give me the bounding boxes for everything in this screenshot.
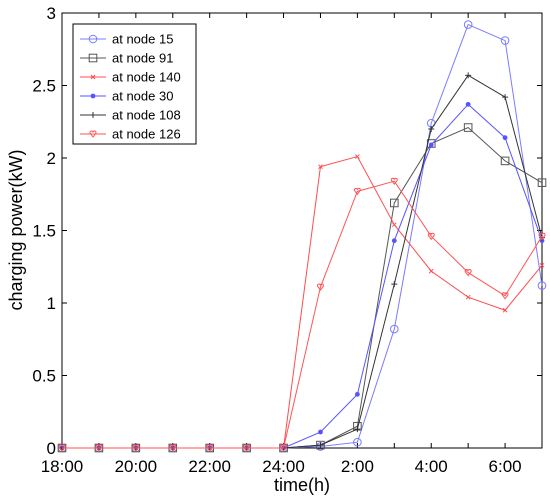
legend-item: at node 30 [80, 89, 173, 104]
y-tick-label: 2.5 [32, 77, 56, 96]
x-tick-label: 18:00 [41, 457, 84, 476]
data-point [463, 123, 473, 132]
y-tick-label: 0 [47, 439, 56, 458]
legend-label: at node 140 [112, 70, 181, 85]
data-point [243, 444, 251, 452]
data-point [391, 222, 397, 228]
data-point [90, 93, 96, 99]
data-point [501, 292, 509, 300]
data-point [132, 444, 140, 452]
data-point [353, 187, 361, 196]
data-point [538, 232, 546, 241]
data-point [90, 112, 96, 118]
data-point [354, 426, 361, 433]
data-point [354, 391, 360, 397]
legend-item: at node 91 [80, 51, 173, 66]
data-point [88, 34, 98, 44]
x-tick-label: 22:00 [188, 457, 231, 476]
data-point [390, 324, 399, 334]
x-tick-label: 6:00 [489, 457, 522, 476]
legend-item: at node 140 [80, 70, 181, 85]
legend-item: at node 108 [80, 108, 181, 123]
data-point [169, 444, 177, 452]
legend-label: at node 126 [112, 127, 181, 142]
y-tick-label: 1.5 [32, 222, 56, 241]
legend: at node 15 at node 91 at node 140 at node 3… [72, 23, 197, 145]
y-axis-label: charging power(kW) [6, 149, 26, 310]
legend-label: at node 91 [112, 51, 173, 66]
data-point [502, 135, 508, 141]
data-point [464, 269, 472, 277]
y-tick-label: 3 [47, 4, 56, 23]
data-point [428, 142, 434, 148]
data-point [537, 281, 547, 290]
x-tick-labels: 18:00 20:00 22:00 24:00 2:00 4:00 6:00 [41, 457, 522, 476]
data-point [58, 444, 66, 452]
legend-item: at node 126 [80, 127, 181, 142]
x-tick-label: 24:00 [262, 457, 305, 476]
y-tick-label: 0.5 [32, 367, 56, 386]
legend-box [72, 23, 197, 145]
data-point [89, 130, 97, 138]
data-point [539, 262, 545, 268]
legend-label: at node 30 [112, 89, 173, 104]
data-point [95, 444, 103, 452]
data-point [390, 177, 398, 186]
data-point [317, 442, 324, 449]
series-group [57, 20, 547, 453]
data-point [318, 429, 323, 435]
legend-label: at node 15 [112, 32, 173, 47]
x-tick-label: 2:00 [341, 457, 374, 476]
data-point [502, 307, 508, 313]
x-axis-label: time(h) [274, 475, 330, 495]
series-at-node-126 [58, 177, 546, 452]
data-point [465, 72, 472, 79]
y-tick-labels: 0 0.5 1 1.5 2 2.5 3 [32, 4, 56, 458]
legend-label: at node 108 [112, 108, 181, 123]
y-tick-label: 1 [47, 294, 56, 313]
data-point [428, 268, 434, 274]
data-point [206, 444, 214, 452]
data-point [391, 281, 398, 288]
x-tick-label: 20:00 [115, 457, 158, 476]
data-point [90, 74, 96, 80]
data-point [500, 36, 510, 45]
data-point [391, 238, 397, 244]
data-point [390, 198, 399, 208]
data-point [537, 178, 547, 187]
y-tick-label: 2 [47, 149, 56, 168]
data-point [280, 444, 288, 452]
data-point [500, 156, 510, 166]
data-point [318, 164, 323, 170]
data-point [88, 53, 98, 63]
data-point [427, 232, 435, 241]
data-point [502, 94, 509, 101]
x-tick-label: 4:00 [415, 457, 448, 476]
data-point [465, 294, 471, 300]
data-point [355, 154, 360, 159]
data-point [465, 101, 471, 107]
data-point [353, 437, 362, 447]
legend-item: at node 15 [80, 32, 173, 47]
data-point [316, 283, 324, 291]
data-point [463, 20, 473, 29]
series-line [62, 180, 543, 449]
data-point [428, 126, 435, 132]
